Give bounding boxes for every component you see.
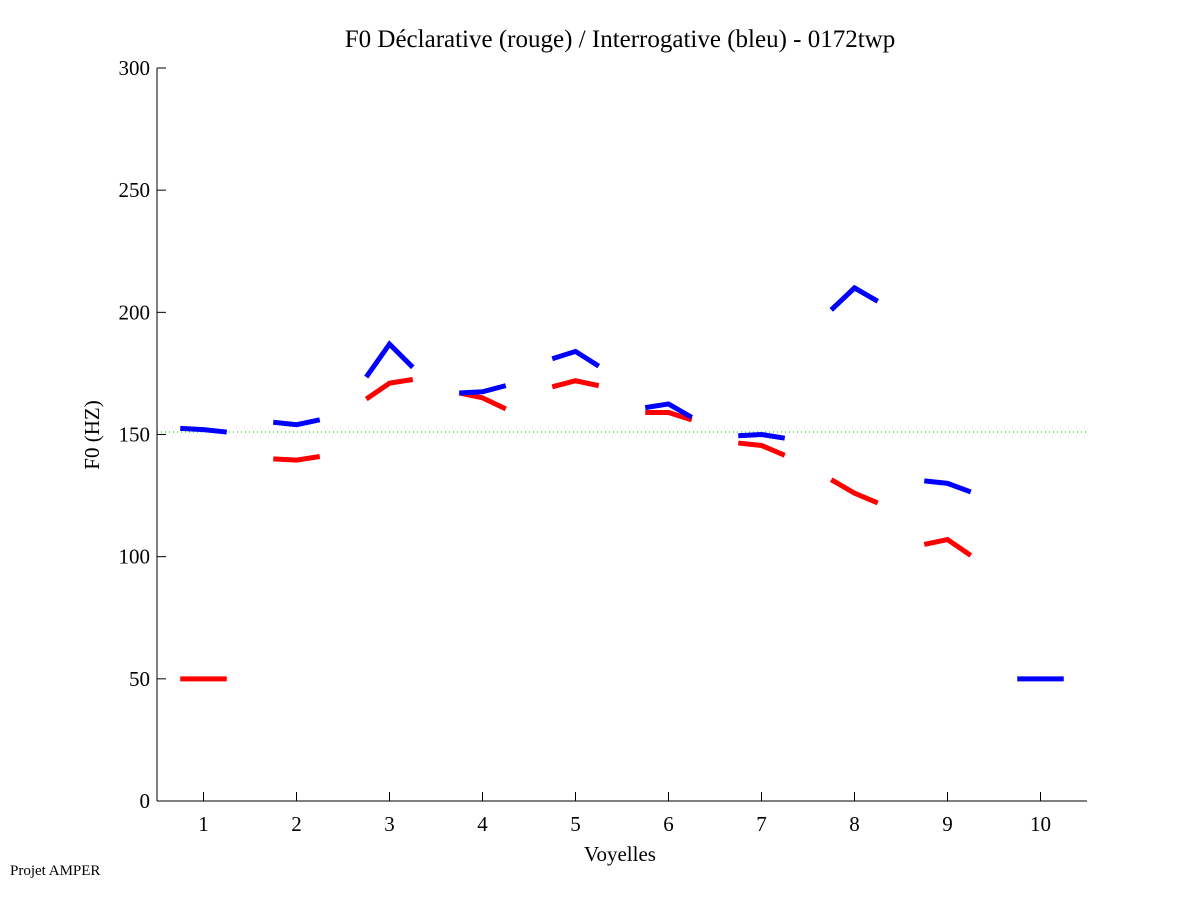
x-tick-label: 4 bbox=[477, 812, 488, 836]
segment-vowel-9 bbox=[923, 536, 973, 558]
axes: 0 50 100 150 200 250 300 1 2 3 4 5 6 7 8 9 10 bbox=[119, 56, 1087, 836]
x-tick-label: 8 bbox=[849, 812, 860, 836]
x-tick-label: 10 bbox=[1030, 812, 1051, 836]
x-tick-label: 7 bbox=[756, 812, 767, 836]
y-axis-label: F0 (HZ) bbox=[80, 400, 104, 469]
segment-vowel-6 bbox=[645, 410, 693, 423]
series-declarative bbox=[180, 377, 973, 682]
x-tick-label: 9 bbox=[942, 812, 953, 836]
x-tick-label: 1 bbox=[198, 812, 209, 836]
y-tick-label: 50 bbox=[129, 667, 150, 691]
y-tick-label: 150 bbox=[119, 423, 151, 447]
segment-vowel-9 bbox=[923, 478, 972, 495]
segment-vowel-4 bbox=[459, 383, 507, 396]
y-tick-label: 250 bbox=[119, 178, 151, 202]
y-tick-label: 200 bbox=[119, 300, 151, 324]
x-tick-label: 6 bbox=[663, 812, 674, 836]
series-interrogative bbox=[180, 284, 1064, 682]
segment-vowel-4 bbox=[458, 390, 507, 412]
segment-vowel-2 bbox=[273, 454, 321, 463]
segment-vowel-3 bbox=[364, 377, 414, 402]
y-tick-label: 0 bbox=[140, 789, 151, 813]
segment-vowel-2 bbox=[272, 417, 321, 428]
x-tick-label: 2 bbox=[291, 812, 302, 836]
segment-vowel-8 bbox=[829, 477, 879, 506]
segment-vowel-6 bbox=[644, 401, 694, 420]
x-tick-label: 3 bbox=[384, 812, 395, 836]
segment-vowel-3 bbox=[364, 340, 415, 379]
y-tick-label: 100 bbox=[119, 545, 151, 569]
segment-vowel-5 bbox=[551, 348, 601, 369]
segment-vowel-8 bbox=[829, 284, 880, 312]
y-tick-label: 300 bbox=[119, 56, 151, 80]
chart-title: F0 Déclarative (rouge) / Interrogative (… bbox=[345, 26, 896, 53]
segment-vowel-1 bbox=[180, 425, 228, 435]
segment-vowel-7 bbox=[738, 431, 786, 441]
series-layer bbox=[180, 284, 1064, 682]
segment-vowel-5 bbox=[551, 378, 600, 390]
x-tick-label: 5 bbox=[570, 812, 581, 836]
footer-credit: Projet AMPER bbox=[10, 863, 101, 879]
segment-vowel-7 bbox=[737, 440, 786, 458]
x-axis-label: Voyelles bbox=[584, 842, 656, 866]
